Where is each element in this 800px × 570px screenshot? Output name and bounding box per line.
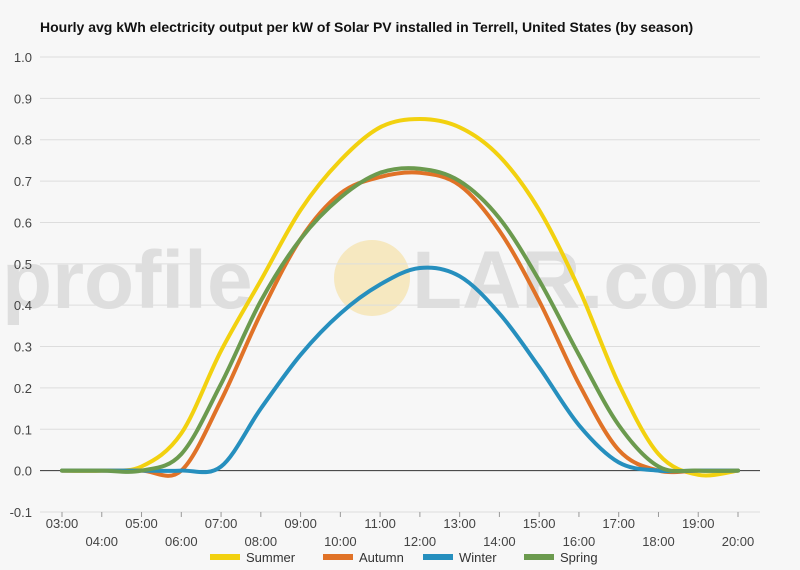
legend: Summer Autumn Winter Spring <box>210 550 598 565</box>
x-tick-label: 08:00 <box>245 534 278 549</box>
legend-label-autumn: Autumn <box>359 550 404 565</box>
y-tick-label: 0.0 <box>14 464 32 479</box>
legend-label-summer: Summer <box>246 550 296 565</box>
watermark: profile LAR.com <box>2 235 772 326</box>
x-tick-label: 20:00 <box>722 534 755 549</box>
x-tick-label: 07:00 <box>205 516 238 531</box>
series-line-spring <box>60 166 740 474</box>
legend-label-winter: Winter <box>459 550 497 565</box>
legend-swatch-spring <box>524 554 554 560</box>
chart-title: Hourly avg kWh electricity output per kW… <box>40 19 694 35</box>
watermark-right-text: LAR.com <box>412 235 772 326</box>
y-tick-label: 0.3 <box>14 340 32 355</box>
y-tick-label: 0.7 <box>14 174 32 189</box>
watermark-sun-icon <box>334 240 410 316</box>
x-tick-label: 03:00 <box>46 516 79 531</box>
y-tick-label: 0.5 <box>14 257 32 272</box>
series-line-summer <box>60 117 740 478</box>
legend-swatch-autumn <box>323 554 353 560</box>
x-tick-label: 11:00 <box>364 516 396 531</box>
x-tick-label: 13:00 <box>443 516 476 531</box>
legend-swatch-summer <box>210 554 240 560</box>
y-tick-label: -0.1 <box>10 505 32 520</box>
x-tick-label: 05:00 <box>125 516 158 531</box>
legend-swatch-winter <box>423 554 453 560</box>
x-tick-label: 18:00 <box>642 534 675 549</box>
y-tick-label: 0.6 <box>14 215 32 230</box>
y-tick-label: 1.0 <box>14 50 32 65</box>
y-tick-label: 0.1 <box>14 422 32 437</box>
watermark-left-text: profile <box>2 235 253 326</box>
y-axis: -0.1 0.0 0.1 0.2 0.3 0.4 0.5 0.6 0.7 0.8 0.9 1.0 <box>10 50 32 520</box>
x-tick-label: 15:00 <box>523 516 556 531</box>
x-tick-label: 06:00 <box>165 534 198 549</box>
y-tick-label: 0.9 <box>14 91 32 106</box>
x-tick-label: 04:00 <box>85 534 118 549</box>
y-tick-label: 0.4 <box>14 298 32 313</box>
x-tick-label: 19:00 <box>682 516 715 531</box>
series-lines <box>60 117 740 478</box>
y-tick-label: 0.2 <box>14 381 32 396</box>
x-tick-label: 12:00 <box>404 534 437 549</box>
x-tick-label: 16:00 <box>563 534 596 549</box>
series-line-winter <box>60 265 740 475</box>
x-axis: 03:00 04:00 05:00 06:00 07:00 08:00 09:00 10:00… <box>46 512 755 549</box>
x-tick-label: 09:00 <box>284 516 317 531</box>
legend-label-spring: Spring <box>560 550 598 565</box>
x-tick-label: 14:00 <box>483 534 516 549</box>
y-tick-label: 0.8 <box>14 133 32 148</box>
x-tick-label: 17:00 <box>602 516 635 531</box>
x-tick-label: 10:00 <box>324 534 357 549</box>
